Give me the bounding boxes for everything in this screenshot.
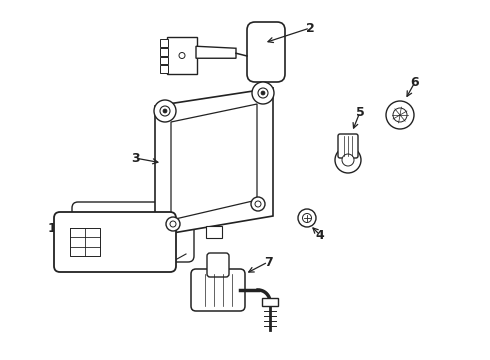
Text: 1: 1 <box>48 221 56 234</box>
FancyBboxPatch shape <box>262 298 278 306</box>
FancyBboxPatch shape <box>72 202 194 262</box>
FancyBboxPatch shape <box>191 269 245 311</box>
Circle shape <box>258 88 268 98</box>
Circle shape <box>252 82 274 104</box>
Circle shape <box>179 53 185 59</box>
FancyBboxPatch shape <box>247 22 285 82</box>
Bar <box>160 57 168 64</box>
Circle shape <box>302 213 312 222</box>
Circle shape <box>261 91 265 95</box>
Bar <box>160 39 168 47</box>
Circle shape <box>160 106 170 116</box>
Circle shape <box>170 221 176 227</box>
Circle shape <box>255 201 261 207</box>
Text: 4: 4 <box>316 229 324 242</box>
Polygon shape <box>196 46 236 58</box>
Circle shape <box>393 108 407 122</box>
Polygon shape <box>155 88 273 236</box>
Circle shape <box>335 147 361 173</box>
Circle shape <box>386 101 414 129</box>
FancyBboxPatch shape <box>338 134 358 158</box>
Circle shape <box>342 154 354 166</box>
Circle shape <box>154 100 176 122</box>
Bar <box>160 48 168 55</box>
Bar <box>160 65 168 73</box>
Circle shape <box>163 109 167 113</box>
FancyBboxPatch shape <box>54 212 176 272</box>
Text: 2: 2 <box>306 22 315 35</box>
Text: 7: 7 <box>264 256 272 269</box>
FancyBboxPatch shape <box>167 37 197 74</box>
Text: 3: 3 <box>131 152 139 165</box>
Text: 5: 5 <box>356 105 365 118</box>
Polygon shape <box>206 226 222 238</box>
Circle shape <box>298 209 316 227</box>
Circle shape <box>251 197 265 211</box>
Polygon shape <box>171 104 257 220</box>
Circle shape <box>166 217 180 231</box>
Text: 6: 6 <box>411 76 419 89</box>
FancyBboxPatch shape <box>207 253 229 277</box>
